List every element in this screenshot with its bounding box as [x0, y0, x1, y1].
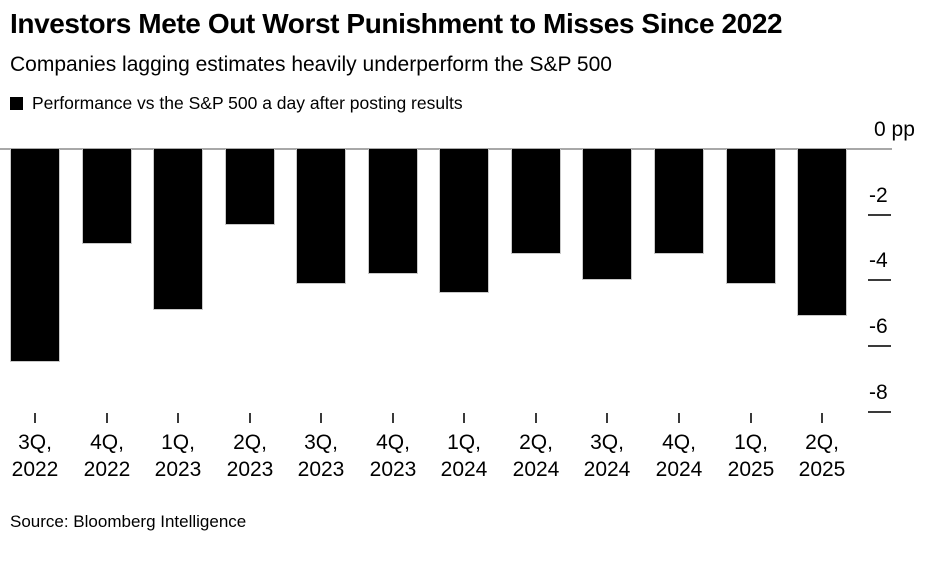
x-tick-mark-7 — [463, 413, 465, 423]
x-tick-label-1q-2024: 1Q, 2024 — [440, 431, 488, 481]
bar-2q-2025 — [797, 149, 847, 316]
x-tick-mark-2 — [106, 413, 108, 423]
bar-3q-2024 — [582, 149, 632, 280]
x-tick-label-3q-2023: 3Q, 2023 — [297, 431, 345, 481]
bar-1q-2025 — [726, 149, 776, 284]
y-tick-label--4: -4 — [869, 249, 888, 272]
bar-2q-2024 — [511, 149, 561, 254]
bar-2q-2023 — [225, 149, 275, 225]
bar-4q-2022 — [82, 149, 132, 244]
x-tick-label-1q-2025: 1Q, 2025 — [727, 431, 775, 481]
x-tick-mark-9 — [606, 413, 608, 423]
x-tick-label-2q-2025: 2Q, 2025 — [798, 431, 846, 481]
x-tick-mark-5 — [320, 413, 322, 423]
x-tick-label-4q-2023: 4Q, 2023 — [369, 431, 417, 481]
bar-1q-2024 — [439, 149, 489, 293]
chart-title: Investors Mete Out Worst Punishment to M… — [10, 8, 783, 39]
legend: Performance vs the S&P 500 a day after p… — [10, 93, 463, 114]
y-tick-label-0: 0 pp — [874, 118, 915, 141]
x-tick-mark-6 — [392, 413, 394, 423]
chart-subtitle: Companies lagging estimates heavily unde… — [10, 53, 612, 76]
legend-swatch-icon — [10, 97, 23, 110]
y-tick-dash--6 — [868, 345, 891, 347]
x-tick-mark-11 — [750, 413, 752, 423]
bar-3q-2022 — [10, 149, 60, 362]
x-tick-label-1q-2023: 1Q, 2023 — [154, 431, 202, 481]
x-tick-label-2q-2023: 2Q, 2023 — [226, 431, 274, 481]
x-tick-label-3q-2024: 3Q, 2024 — [583, 431, 631, 481]
bar-3q-2023 — [296, 149, 346, 284]
y-tick-dash--4 — [868, 279, 891, 281]
x-tick-label-3q-2022: 3Q, 2022 — [11, 431, 59, 481]
y-tick-label--2: -2 — [869, 184, 888, 207]
bar-1q-2023 — [153, 149, 203, 310]
x-tick-mark-12 — [821, 413, 823, 423]
y-tick-label--6: -6 — [869, 315, 888, 338]
source-note: Source: Bloomberg Intelligence — [10, 512, 247, 531]
x-tick-mark-1 — [34, 413, 36, 423]
bar-4q-2024 — [654, 149, 704, 254]
x-tick-mark-10 — [678, 413, 680, 423]
x-tick-mark-3 — [177, 413, 179, 423]
x-tick-mark-4 — [249, 413, 251, 423]
x-tick-label-4q-2022: 4Q, 2022 — [83, 431, 131, 481]
bar-4q-2023 — [368, 149, 418, 274]
y-tick-dash--2 — [868, 214, 891, 216]
x-tick-label-2q-2024: 2Q, 2024 — [512, 431, 560, 481]
legend-label: Performance vs the S&P 500 a day after p… — [32, 93, 463, 113]
y-tick-dash--8 — [868, 411, 891, 413]
y-tick-label--8: -8 — [869, 381, 888, 404]
x-tick-label-4q-2024: 4Q, 2024 — [655, 431, 703, 481]
x-tick-mark-8 — [535, 413, 537, 423]
